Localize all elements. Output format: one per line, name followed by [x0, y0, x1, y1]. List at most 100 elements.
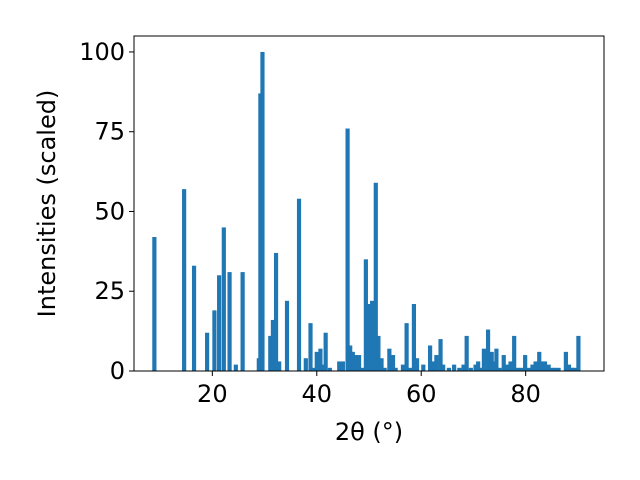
x-axis-ticks: 20 40 60 80: [197, 371, 541, 408]
bar: [390, 355, 396, 371]
bar: [311, 367, 316, 371]
bar: [457, 367, 462, 371]
bar: [233, 364, 238, 371]
x-tick-label: 60: [406, 380, 437, 408]
bar: [546, 364, 551, 371]
bar: [323, 332, 328, 371]
bar: [512, 335, 517, 371]
bar: [393, 367, 398, 371]
bar: [404, 323, 409, 371]
bar: [258, 93, 263, 371]
bar: [356, 355, 362, 371]
x-tick-label: 80: [510, 380, 541, 408]
bar: [515, 367, 520, 371]
bar: [408, 367, 413, 371]
bar: [350, 351, 355, 371]
y-axis-label: Intensities (scaled): [33, 90, 61, 318]
bar: [387, 348, 392, 371]
bar: [320, 364, 326, 371]
bar: [552, 367, 557, 371]
bar: [570, 367, 575, 371]
bar: [303, 358, 308, 371]
bar: [530, 364, 535, 371]
bar: [191, 265, 197, 371]
bar: [508, 361, 513, 371]
bar: [345, 128, 350, 371]
bar: [441, 364, 446, 371]
y-tick-label: 100: [79, 38, 125, 66]
bar: [260, 51, 265, 371]
bar: [363, 259, 368, 371]
bar: [379, 358, 384, 371]
plot-frame: [133, 35, 605, 372]
bars-group: [152, 51, 581, 371]
bar: [360, 367, 365, 371]
bar: [473, 364, 478, 371]
bar: [556, 367, 561, 371]
bar: [373, 182, 378, 371]
x-axis-label: 2θ (°): [335, 418, 403, 446]
y-tick-label: 25: [94, 277, 125, 305]
bar: [428, 345, 433, 371]
bar: [308, 323, 313, 371]
bar: [481, 348, 486, 371]
bar: [452, 364, 457, 371]
bar: [549, 367, 554, 371]
bar: [314, 351, 319, 371]
bar: [221, 227, 226, 371]
bar: [296, 198, 302, 371]
bar: [519, 367, 524, 371]
bar: [505, 364, 510, 371]
bar: [327, 367, 332, 371]
bar: [284, 300, 290, 371]
bar: [318, 348, 323, 371]
bar: [212, 310, 217, 371]
y-tick-label: 0: [110, 357, 125, 385]
bar: [468, 367, 473, 371]
bar: [494, 348, 499, 371]
bar: [270, 319, 275, 371]
bar: [382, 367, 387, 371]
bar: [526, 367, 531, 371]
bar: [240, 272, 245, 371]
bar: [152, 237, 157, 371]
bar: [566, 364, 572, 371]
bar: [476, 361, 481, 371]
x-tick-label: 20: [197, 380, 228, 408]
bar: [446, 367, 451, 371]
bar: [370, 300, 375, 371]
bar: [340, 361, 345, 371]
bar: [411, 304, 416, 371]
bar: [540, 361, 545, 371]
bar: [182, 189, 187, 371]
bar: [501, 355, 506, 371]
bar: [537, 351, 542, 371]
bar: [337, 361, 342, 371]
bar: [217, 275, 222, 371]
bar: [523, 355, 528, 371]
bar: [542, 361, 548, 371]
bar: [497, 367, 502, 371]
bar: [430, 361, 435, 371]
bar: [421, 364, 426, 371]
bar: [478, 367, 483, 371]
bar: [563, 351, 568, 371]
y-tick-label: 50: [94, 197, 125, 225]
bar: [438, 339, 443, 371]
bar: [533, 361, 538, 371]
y-tick-label: 75: [94, 118, 125, 146]
bar: [366, 304, 371, 371]
bar: [205, 332, 210, 371]
bar: [491, 361, 496, 371]
bar: [376, 335, 381, 371]
bar: [414, 358, 420, 371]
bar: [576, 335, 581, 371]
bar: [434, 355, 439, 371]
bar: [277, 361, 282, 371]
bar: [464, 335, 469, 371]
bar: [572, 367, 577, 371]
bar: [400, 364, 406, 371]
bar: [485, 329, 491, 371]
bar: [348, 345, 353, 371]
